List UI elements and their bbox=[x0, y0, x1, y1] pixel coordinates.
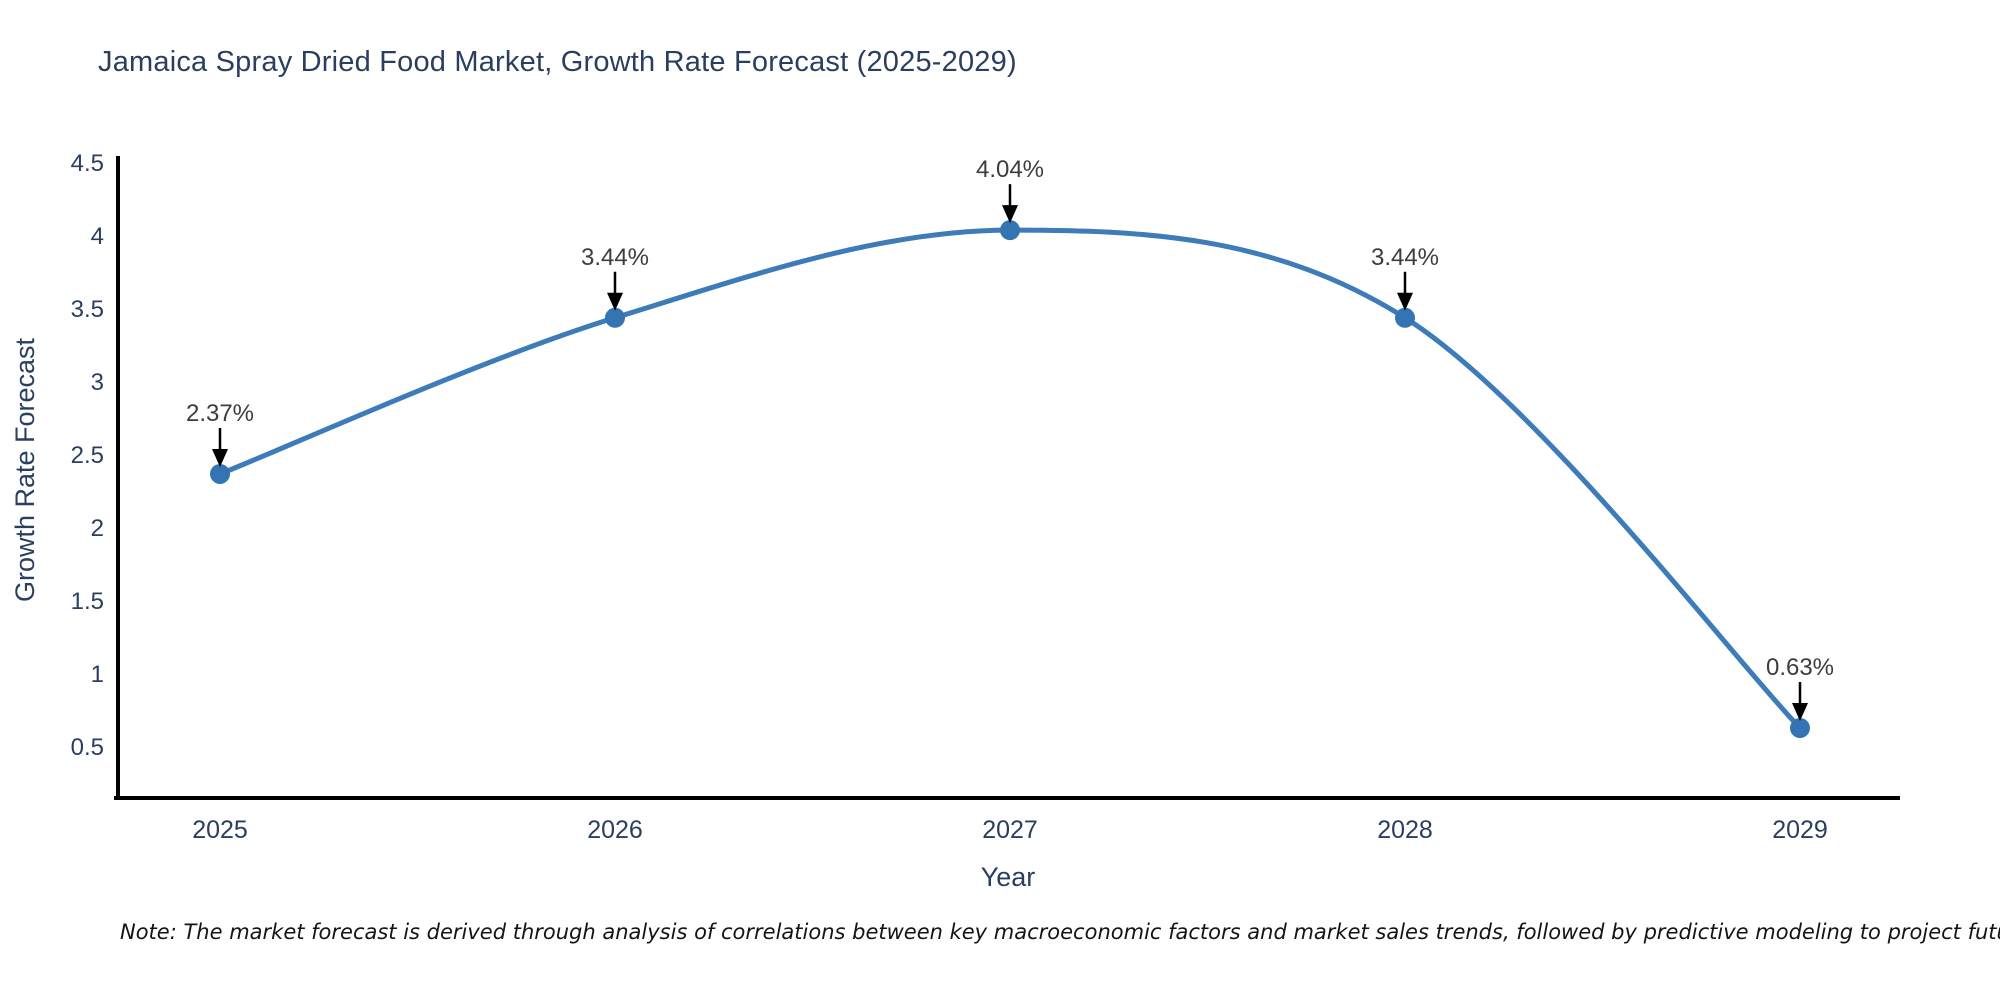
y-tick-label: 4.5 bbox=[71, 150, 104, 177]
annotation-arrowhead bbox=[1002, 205, 1018, 224]
data-point-label: 4.04% bbox=[976, 156, 1044, 183]
data-point-label: 3.44% bbox=[581, 244, 649, 271]
data-point-marker bbox=[1000, 220, 1020, 241]
data-point-marker bbox=[1395, 307, 1415, 328]
y-tick-label: 1.5 bbox=[71, 588, 104, 615]
chart-title: Jamaica Spray Dried Food Market, Growth … bbox=[98, 46, 1017, 78]
x-axis-title: Year bbox=[981, 862, 1036, 892]
data-point-marker bbox=[1790, 718, 1810, 739]
y-tick-label: 2 bbox=[91, 515, 104, 542]
y-axis-title: Growth Rate Forecast bbox=[10, 337, 40, 602]
y-tick-label: 4 bbox=[91, 223, 104, 250]
data-point-marker bbox=[605, 307, 625, 328]
data-point-marker bbox=[210, 463, 230, 484]
annotation-arrowhead bbox=[607, 292, 623, 311]
annotation-arrowhead bbox=[1397, 292, 1413, 311]
y-tick-label: 2.5 bbox=[71, 442, 104, 469]
y-tick-label: 1 bbox=[91, 661, 104, 688]
x-tick-label: 2025 bbox=[192, 816, 248, 844]
data-point-label: 3.44% bbox=[1371, 244, 1439, 271]
trend-line bbox=[217, 227, 1803, 731]
y-tick-label: 0.5 bbox=[71, 734, 104, 761]
x-tick-label: 2026 bbox=[587, 816, 643, 844]
y-tick-label: 3 bbox=[91, 369, 104, 396]
data-point-label: 2.37% bbox=[186, 400, 254, 427]
x-tick-label: 2029 bbox=[1772, 816, 1828, 844]
data-point-label: 0.63% bbox=[1766, 654, 1834, 681]
x-tick-label: 2028 bbox=[1377, 816, 1433, 844]
line-chart: 0.5 1 1.5 2 2.5 3 3.5 4 4.5 2025 2026 2027 2028 2029 Y… bbox=[10, 150, 1900, 892]
x-tick-label: 2027 bbox=[982, 816, 1038, 844]
annotation-arrowhead bbox=[1792, 703, 1808, 722]
footnote: Note: The market forecast is derived thr… bbox=[120, 920, 2000, 944]
annotation-arrowhead bbox=[212, 448, 228, 467]
y-tick-label: 3.5 bbox=[71, 296, 104, 323]
